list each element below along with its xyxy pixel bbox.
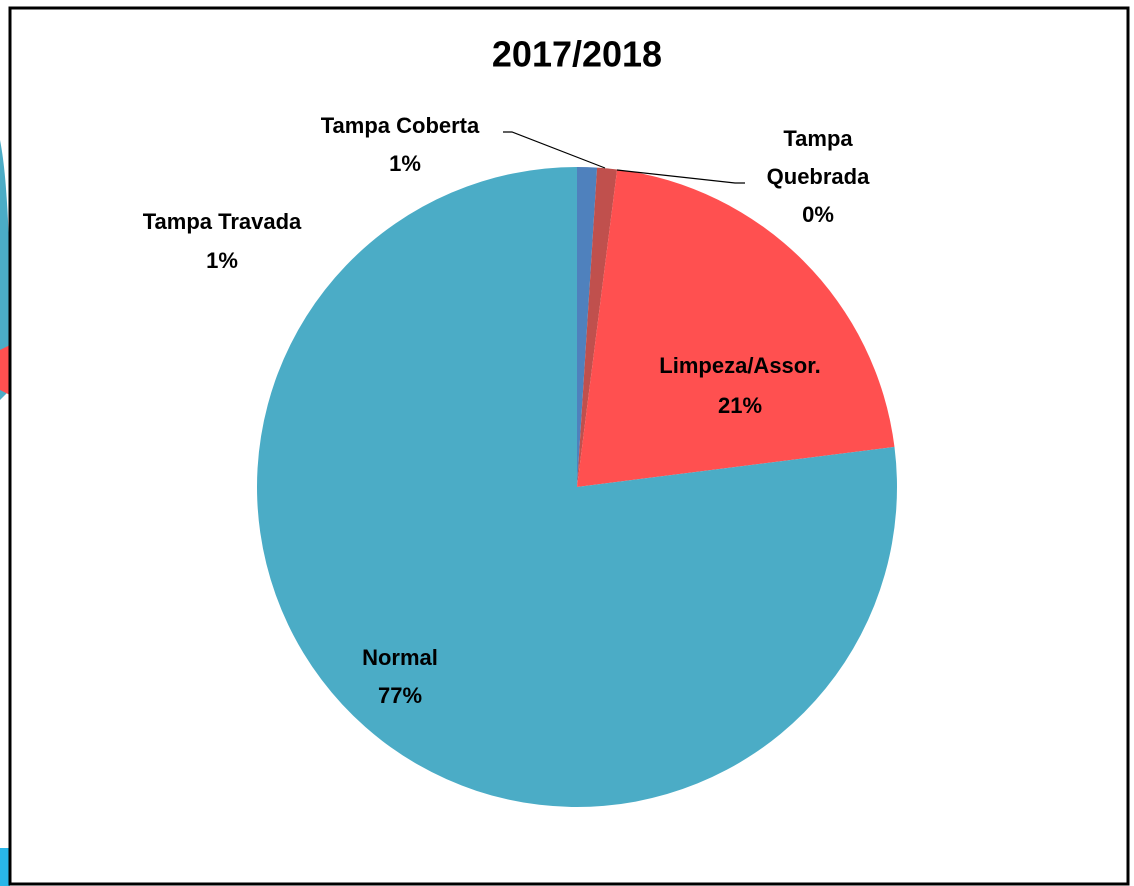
- pie-slice: [257, 167, 897, 807]
- pie-slice: [577, 169, 895, 487]
- slice-label: Tampa Quebrada: [766, 126, 870, 189]
- chart-title: 2017/2018: [492, 34, 662, 75]
- slice-label: Normal: [362, 645, 438, 670]
- slice-label: Tampa Travada: [143, 209, 302, 234]
- slice-value-label: 1%: [389, 151, 421, 176]
- pie-slice: [577, 167, 618, 487]
- slice-value-label: 77%: [378, 683, 422, 708]
- slice-label: Tampa Coberta: [321, 113, 480, 138]
- slice-value-label: 21%: [718, 393, 762, 418]
- leader-line: [616, 169, 745, 184]
- leader-line: [503, 131, 606, 169]
- background-fragment: [0, 345, 10, 395]
- background-fragment: [0, 140, 11, 400]
- slice-value-label: 0%: [802, 202, 834, 227]
- slice-value-label: 1%: [206, 248, 238, 273]
- pie: [257, 167, 897, 807]
- background-fragment: [0, 848, 10, 886]
- slice-label: Limpeza/Assor.: [659, 353, 820, 378]
- pie-slice: [577, 167, 598, 487]
- slice-label-box: Tampa Quebrada: [766, 126, 870, 189]
